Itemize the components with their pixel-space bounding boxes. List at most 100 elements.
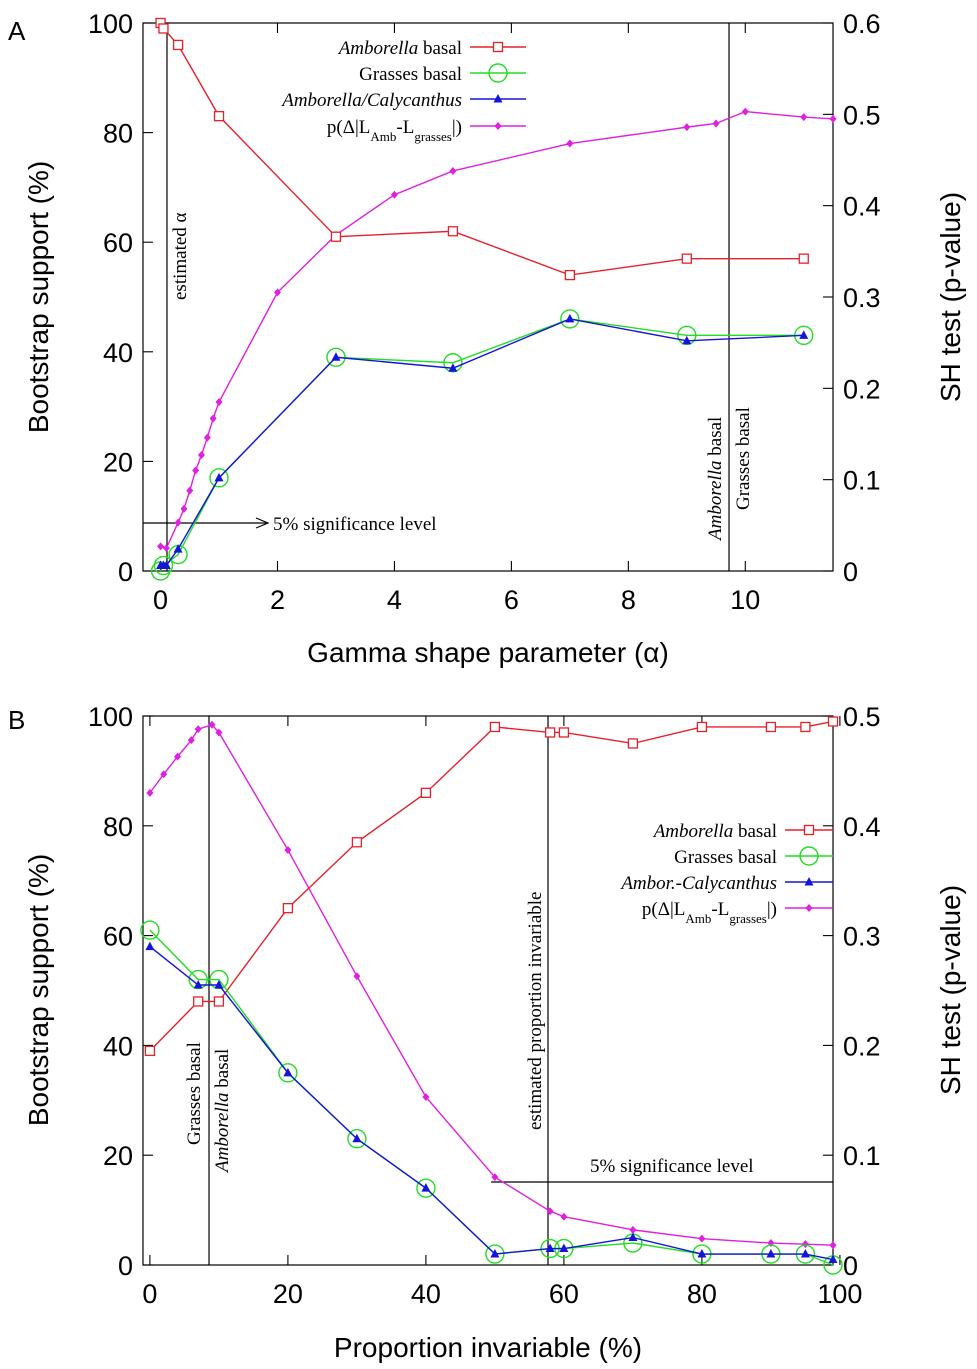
b-series-circle-point	[347, 1129, 367, 1149]
b-x-tick-label: 20	[273, 1279, 303, 1309]
b-series-triangle-point	[193, 980, 203, 989]
b-series-diamond-point	[491, 1173, 499, 1182]
b-series-square-point	[696, 721, 708, 733]
b-series-diamond-point	[174, 752, 181, 761]
b-series-triangle-point	[214, 980, 224, 989]
panel-b-vline-estimated-pinv-label: estimated proportion invariable	[525, 892, 546, 1130]
b-series-triangle-point	[352, 1133, 362, 1143]
a-series-diamond-point	[449, 166, 457, 175]
b-series-diamond-point	[801, 1240, 809, 1249]
b-legend-key-marker	[804, 877, 814, 886]
a-series-diamond-point	[180, 504, 188, 513]
b-series-diamond-point	[629, 1225, 637, 1234]
panel-b: B 0 20 40 60 80 100 0 0.1 0.2 0.3 0.4 0.5 0 20 40 60 8…	[8, 702, 966, 1363]
panel-b-plot-frame	[142, 715, 834, 1266]
b-series-circle-point	[188, 969, 208, 990]
b-series-circle-point	[485, 1244, 505, 1264]
b-series-diamond-point	[546, 1207, 554, 1216]
a-series-square-point	[172, 39, 184, 51]
a-series-circle-point	[209, 468, 229, 488]
a-series-circle-point	[153, 555, 174, 576]
a-y-right-tick-label: 0.5	[843, 100, 881, 130]
b-series-square-point	[351, 837, 363, 848]
a-series-triangle-point	[331, 352, 341, 361]
b-series-circle-point	[278, 1063, 298, 1083]
panel-a: A 0 20 40 60 80 100 0 0.1 0.2 0.3 0.4 0.5 0.6 0 2 4 6 8…	[8, 9, 966, 668]
panel-a-legend-amborella-label: Amborella basal	[337, 38, 462, 59]
a-series-circle-point	[560, 309, 580, 329]
a-series-triangle-point	[214, 472, 224, 482]
b-legend-key-marker	[799, 846, 819, 866]
b-x-tick-label: 80	[687, 1279, 717, 1309]
panel-a-label: A	[8, 16, 26, 46]
panel-b-legend-amborella-label: Amborella basal	[652, 821, 777, 842]
a-series-diamond-point	[800, 113, 808, 122]
panel-b-vline-switch-label-1: Grasses basal	[184, 1042, 205, 1145]
panel-b-y-right-label: SH test (p-value)	[935, 885, 966, 1095]
b-series-diamond-point	[560, 1212, 568, 1221]
b-series-square-point	[282, 903, 294, 914]
b-series-circle-point	[416, 1178, 436, 1198]
b-series-circle-point	[140, 920, 160, 940]
panel-b-x-label: Proportion invariable (%)	[334, 1332, 642, 1363]
a-series-square-point	[158, 23, 169, 34]
b-series-diamond-point	[146, 788, 154, 797]
b-series-square-point	[627, 738, 639, 749]
panel-a-vline-estimated-alpha-label: estimated α	[170, 212, 191, 300]
a-series-diamond-point	[203, 433, 211, 442]
b-series-triangle-point	[421, 1183, 431, 1192]
a-series-diamond-point	[192, 466, 200, 475]
b-y-right-tick-label: 0.1	[843, 1141, 881, 1171]
a-series-diamond-point	[162, 544, 170, 553]
panel-b-vline-switch-label-2: Amborella basal	[212, 1049, 233, 1174]
a-series-diamond-point	[712, 119, 720, 128]
a-series-triangle-point	[448, 363, 458, 372]
b-series-triangle-point	[559, 1243, 569, 1253]
b-series-triangle-point	[766, 1249, 776, 1258]
b-series-diamond-point	[208, 720, 216, 729]
b-series-triangle-point	[697, 1249, 707, 1258]
a-legend-key-marker	[488, 63, 508, 83]
b-series-diamond-point	[194, 725, 202, 734]
a-series-diamond-point	[209, 414, 217, 423]
a-series-square-point	[213, 111, 225, 122]
b-x-tick-label: 0	[142, 1279, 157, 1309]
b-series-square-point	[213, 996, 225, 1007]
a-y-left-tick-label: 60	[103, 228, 133, 258]
a-series-square-point	[681, 253, 692, 264]
a-series-diamond-point	[566, 139, 574, 148]
panel-a-significance-arrowhead	[255, 517, 270, 529]
b-series-triangle-point	[490, 1249, 500, 1258]
panel-b-y-left-label: Bootstrap support (%)	[23, 854, 54, 1126]
b-y-left-tick-label: 0	[118, 1251, 133, 1281]
panel-a-x-label: Gamma shape parameter (α)	[307, 637, 669, 668]
panel-a-y-left-label: Bootstrap support (%)	[23, 161, 54, 433]
a-x-tick-label: 4	[387, 585, 402, 615]
a-x-tick-label: 6	[504, 585, 519, 615]
panel-a-vline-switch-label-2: Grasses basal	[733, 407, 754, 510]
panel-b-significance-label: 5% significance level	[590, 1156, 754, 1177]
b-x-tick-label: 60	[549, 1279, 579, 1309]
b-y-right-tick-label: 0.4	[843, 812, 881, 842]
b-series-diamond-point	[187, 736, 195, 745]
a-series-diamond-point	[390, 190, 398, 199]
a-y-left-tick-label: 100	[88, 9, 133, 39]
a-y-right-tick-label: 0.3	[843, 283, 881, 313]
b-series-square-point	[144, 1045, 156, 1057]
a-y-left-tick-label: 40	[103, 338, 133, 368]
b-series-triangle-point	[545, 1243, 555, 1253]
b-y-right-tick-label: 0.5	[843, 702, 881, 732]
a-series-triangle-point	[173, 544, 183, 553]
b-series-circle-line	[149, 929, 834, 1266]
a-y-right-tick-label: 0.6	[843, 9, 881, 39]
a-y-right-tick-label: 0	[843, 557, 858, 587]
b-series-square-point	[765, 721, 777, 733]
a-legend-key-marker	[493, 94, 503, 103]
b-x-tick-label: 100	[817, 1279, 862, 1309]
b-y-left-tick-label: 60	[103, 922, 133, 952]
a-series-triangle-point	[799, 330, 809, 339]
b-series-triangle-point	[145, 941, 155, 951]
b-y-left-tick-label: 40	[103, 1031, 133, 1061]
panel-b-legend-grasses-label: Grasses basal	[674, 847, 777, 868]
b-series-square-point	[489, 721, 501, 733]
